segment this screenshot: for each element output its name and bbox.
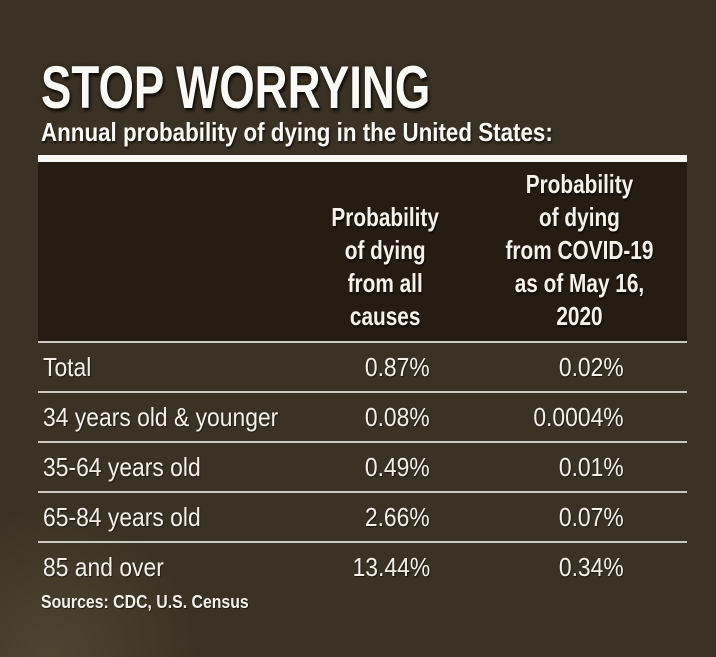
sources-note: Sources: CDC, U.S. Census [41, 592, 249, 612]
row-label: 35-64 years old [43, 451, 201, 482]
table-row-35-64: 35-64 years old 0.49% 0.01% [38, 443, 687, 493]
page-subtitle: Annual probability of dying in the Unite… [41, 117, 553, 147]
row-label: 85 and over [43, 551, 164, 582]
table-header-row: Probability of dying from all causes Pro… [38, 162, 687, 343]
all-causes-value: 13.44% [352, 552, 430, 582]
table-row-34-younger: 34 years old & younger 0.08% 0.0004% [38, 393, 687, 443]
column-header-all-causes-label: Probability of dying from all causes [331, 202, 439, 331]
mortality-table: Probability of dying from all causes Pro… [38, 155, 687, 591]
table-row-85-over: 85 and over 13.44% 0.34% [38, 543, 687, 591]
all-causes-value: 0.08% [365, 402, 430, 432]
column-header-covid-label: Probability of dying from COVID-19 as of… [505, 169, 654, 331]
covid-value: 0.01% [559, 452, 624, 482]
all-causes-value: 0.49% [365, 452, 430, 482]
row-label: 65-84 years old [43, 501, 201, 532]
table-top-border [38, 155, 687, 162]
row-label: 34 years old & younger [43, 401, 279, 432]
all-causes-value: 0.87% [365, 352, 430, 382]
table-row-65-84: 65-84 years old 2.66% 0.07% [38, 493, 687, 543]
covid-value: 0.02% [559, 352, 624, 382]
column-header-covid: Probability of dying from COVID-19 as of… [462, 162, 687, 341]
row-label: Total [43, 351, 92, 382]
table-row-total: Total 0.87% 0.02% [38, 343, 687, 393]
covid-value: 0.34% [559, 552, 624, 582]
page-title: STOP WORRYING [41, 54, 431, 121]
covid-value: 0.0004% [533, 402, 624, 432]
all-causes-value: 2.66% [365, 502, 430, 532]
covid-value: 0.07% [559, 502, 624, 532]
column-header-all-causes: Probability of dying from all causes [308, 162, 462, 341]
